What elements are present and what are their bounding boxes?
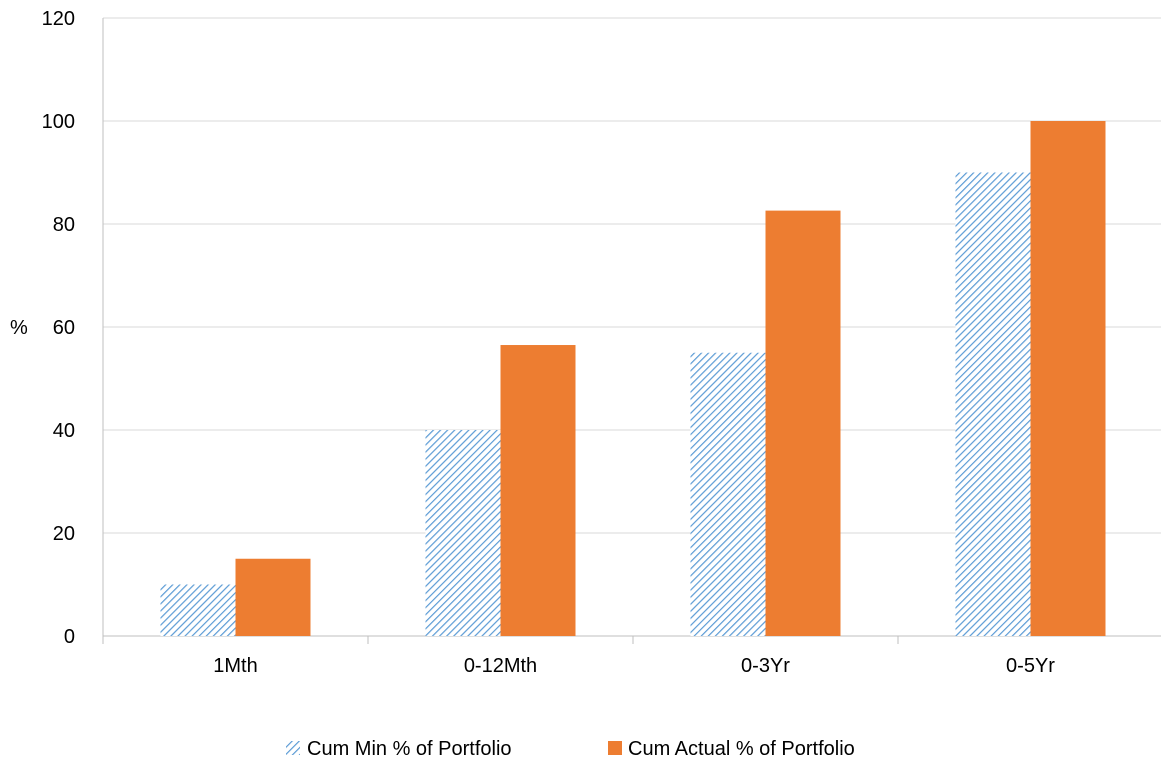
y-tick-label: 20	[53, 523, 75, 545]
y-tick-label: 0	[64, 626, 75, 648]
legend-item: Cum Actual % of Portfolio	[608, 738, 855, 760]
x-tick-label: 0-5Yr	[1006, 655, 1055, 677]
x-tick-label: 0-12Mth	[464, 655, 537, 677]
y-tick-label: 80	[53, 214, 75, 236]
y-tick-label: 100	[42, 111, 75, 133]
bar-cum-min-0-12mth	[425, 430, 501, 636]
bar-cum-actual-0-12mth	[500, 345, 576, 636]
bar-cum-actual-0-3yr	[765, 210, 841, 637]
y-tick-label: 40	[53, 420, 75, 442]
bar-cum-min-0-3yr	[690, 352, 766, 636]
bars	[160, 121, 1106, 637]
bar-cum-actual-1mth	[235, 558, 311, 636]
legend: Cum Min % of Portfolio Cum Actual % of Po…	[286, 738, 855, 760]
y-tick-label: 120	[42, 8, 75, 30]
tick-labels: 0 20 40 60 80 100 120 1Mth 0-12Mth 0-3Yr 0-5Yr	[42, 8, 1056, 677]
y-axis-title: %	[10, 317, 28, 339]
legend-swatch	[286, 741, 300, 755]
legend-swatch	[608, 741, 622, 755]
x-tick-label: 1Mth	[213, 655, 257, 677]
legend-item: Cum Min % of Portfolio	[286, 738, 512, 760]
bar-cum-min-1mth	[160, 584, 236, 636]
legend-label: Cum Actual % of Portfolio	[628, 738, 855, 760]
bar-cum-min-0-5yr	[955, 172, 1031, 636]
legend-label: Cum Min % of Portfolio	[307, 738, 512, 760]
y-tick-label: 60	[53, 317, 75, 339]
x-tick-label: 0-3Yr	[741, 655, 790, 677]
bar-cum-actual-0-5yr	[1030, 121, 1106, 636]
